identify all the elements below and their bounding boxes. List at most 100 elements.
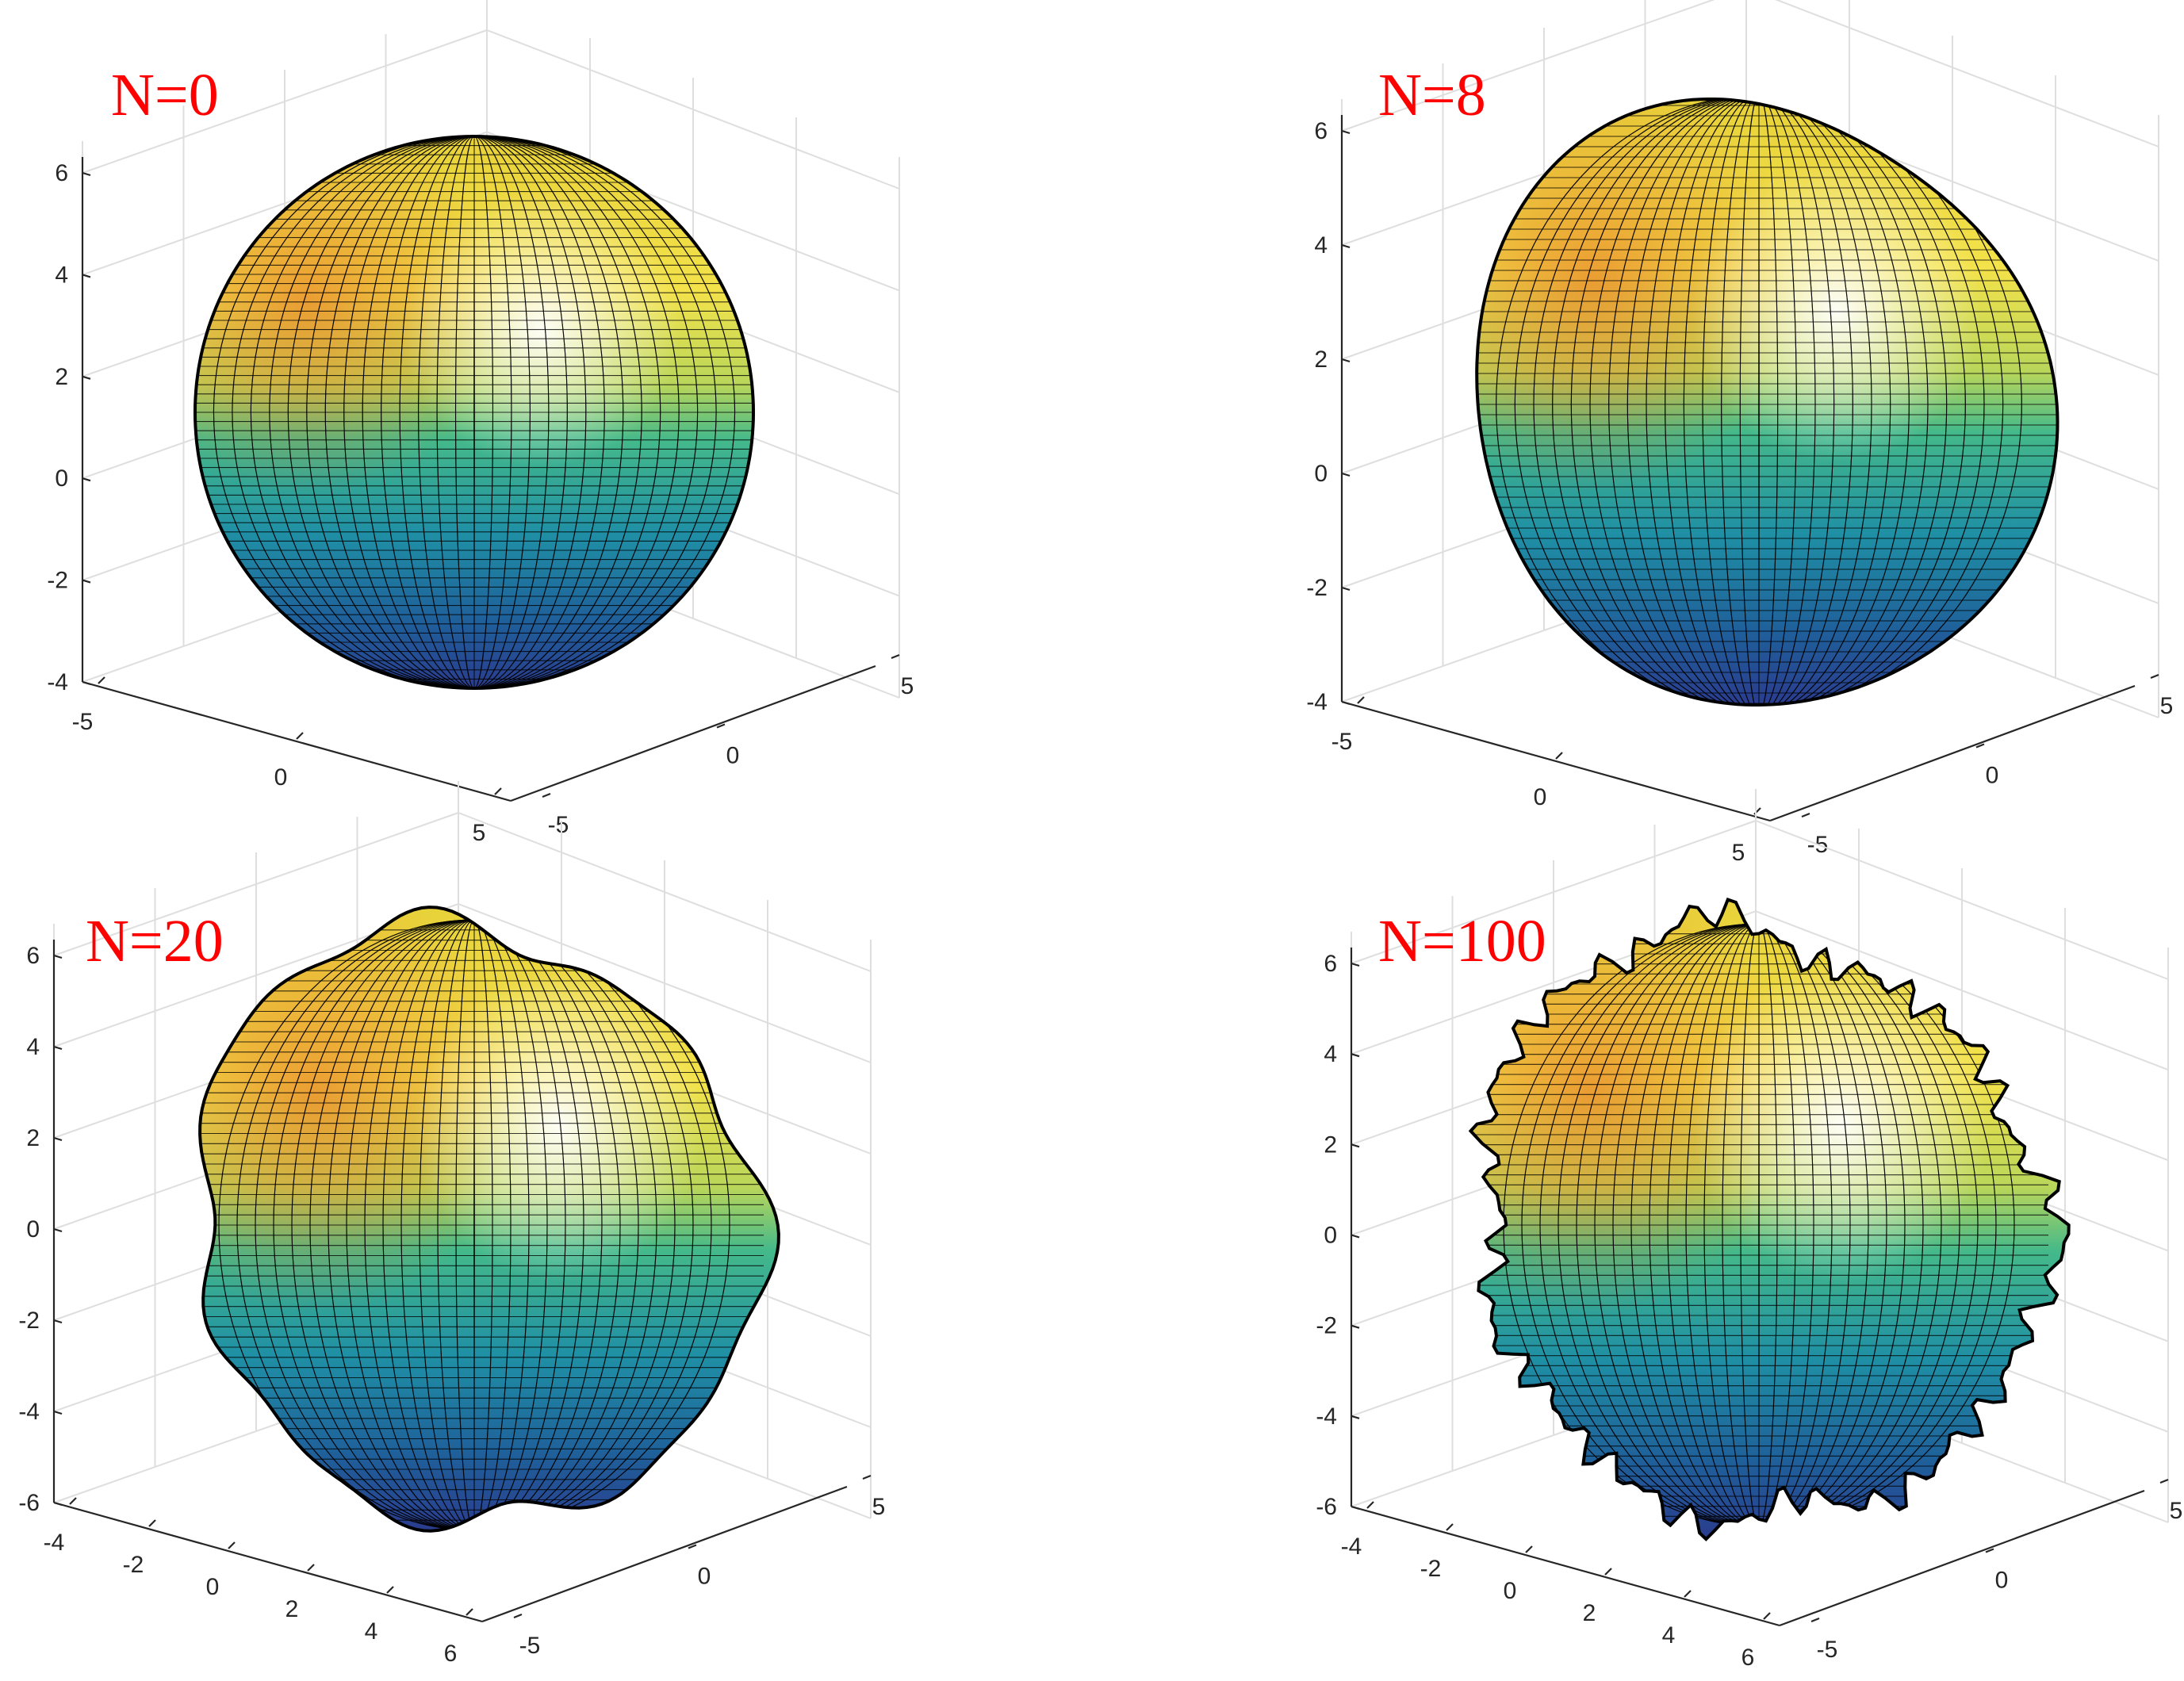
z-tick-label: 6 [1324,951,1337,977]
mesh-longitude [306,136,642,688]
z-tick-label: -4 [1316,1403,1337,1430]
z-tick-mark [53,1136,63,1142]
x-tick-label: 6 [1741,1645,1755,1671]
x-tick-label: -2 [123,1552,144,1578]
x-tick-mark [1357,696,1365,704]
y-tick-mark [513,1613,523,1619]
x-tick-label: 4 [1662,1622,1676,1648]
mesh-longitude [418,136,531,688]
x-tick-mark [148,1519,156,1527]
mesh-longitude [1702,99,1816,705]
x-tick-mark [494,787,502,795]
x-tick-mark [1446,1523,1454,1531]
x-tick-label: 0 [1504,1578,1517,1604]
mesh-longitude [454,136,494,688]
mesh-longitude [1683,99,1835,705]
x-tick-mark [296,732,304,740]
z-tick-mark [1351,1415,1360,1419]
x-tick-label: -5 [1331,729,1353,755]
z-tick-label: -2 [47,568,68,594]
x-tick-label: 0 [1534,784,1547,810]
surface-outline [198,906,780,1533]
x-tick-label: -4 [44,1530,65,1556]
mesh-lines [195,136,753,688]
z-tick-mark [53,1227,63,1233]
z-tick-mark [82,171,91,177]
z-tick-mark [1351,1324,1360,1329]
mesh-longitude [1552,99,1966,705]
x-tick-label: 2 [285,1596,299,1622]
panel-title: N=20 [86,908,224,975]
y-tick-label: 0 [1986,763,1999,789]
z-tick-label: 4 [1314,232,1328,258]
z-tick-label: -4 [1306,689,1328,715]
z-tick-mark [53,1501,63,1507]
mesh-longitude [436,136,512,688]
mesh-longitude [1646,99,1872,705]
z-tick-mark [82,579,91,584]
x-tick-mark [98,676,105,684]
z-tick-label: 2 [26,1125,40,1151]
z-tick-mark [1351,1143,1360,1148]
x-tick-mark [1525,1545,1533,1553]
z-tick-mark [53,1410,63,1415]
x-tick-mark [1763,1612,1771,1620]
x-axis-line [82,680,512,802]
y-tick-mark [891,653,900,660]
z-tick-label: 2 [1324,1132,1337,1158]
y-axis-line [510,664,876,802]
x-axis-line [53,1501,483,1623]
mesh-longitude [473,136,476,688]
surface-mesh [1475,98,2059,706]
surface-mesh [1468,897,2071,1541]
z-tick-label: 0 [1324,1223,1337,1249]
surface-highlight [1477,99,2058,705]
y-tick-label: 0 [726,743,740,769]
surface-highlight [1470,899,2069,1540]
x-tick-label: 0 [274,764,288,791]
x-tick-label: 6 [444,1641,458,1667]
z-tick-label: 2 [1314,347,1328,373]
panel-title: N=100 [1378,908,1546,975]
z-tick-label: 6 [55,160,68,186]
x-tick-mark [1555,752,1563,760]
mesh-longitude [343,136,605,688]
mesh-longitude [1665,99,1853,705]
mesh-longitude [1627,99,1891,705]
x-tick-label: 5 [1732,840,1745,866]
y-tick-mark [1975,743,1985,749]
x-tick-label: 2 [1583,1600,1596,1626]
z-tick-mark [1351,962,1360,967]
y-tick-label: 5 [2170,1498,2183,1524]
mesh-longitude [324,136,624,688]
y-tick-mark [1985,1548,1994,1553]
x-tick-label: -4 [1341,1534,1362,1560]
z-tick-mark [1341,358,1351,363]
mesh-longitude [1608,99,1910,705]
y-axis-line [481,1485,848,1623]
mesh-longitude [381,136,568,688]
z-tick-mark [53,1045,63,1051]
z-tick-label: 6 [1314,118,1328,144]
y-tick-label: 0 [1995,1568,2009,1594]
x-tick-mark [1366,1501,1374,1509]
z-tick-mark [1341,586,1351,592]
x-axis-line [1341,700,1771,822]
mesh-longitude [1533,99,1985,705]
mesh-longitude [213,136,736,688]
mesh-longitude [1757,923,1761,1527]
z-tick-label: 4 [55,262,68,288]
panel-title: N=8 [1378,62,1486,128]
mesh-longitude [250,136,699,688]
z-tick-mark [53,954,63,959]
y-tick-label: 5 [901,673,914,699]
x-tick-mark [1604,1568,1612,1576]
x-tick-mark [386,1586,394,1594]
z-tick-label: 4 [1324,1041,1337,1067]
z-tick-mark [53,1319,63,1324]
y-tick-mark [542,792,551,798]
mesh-longitude [1496,99,2022,705]
